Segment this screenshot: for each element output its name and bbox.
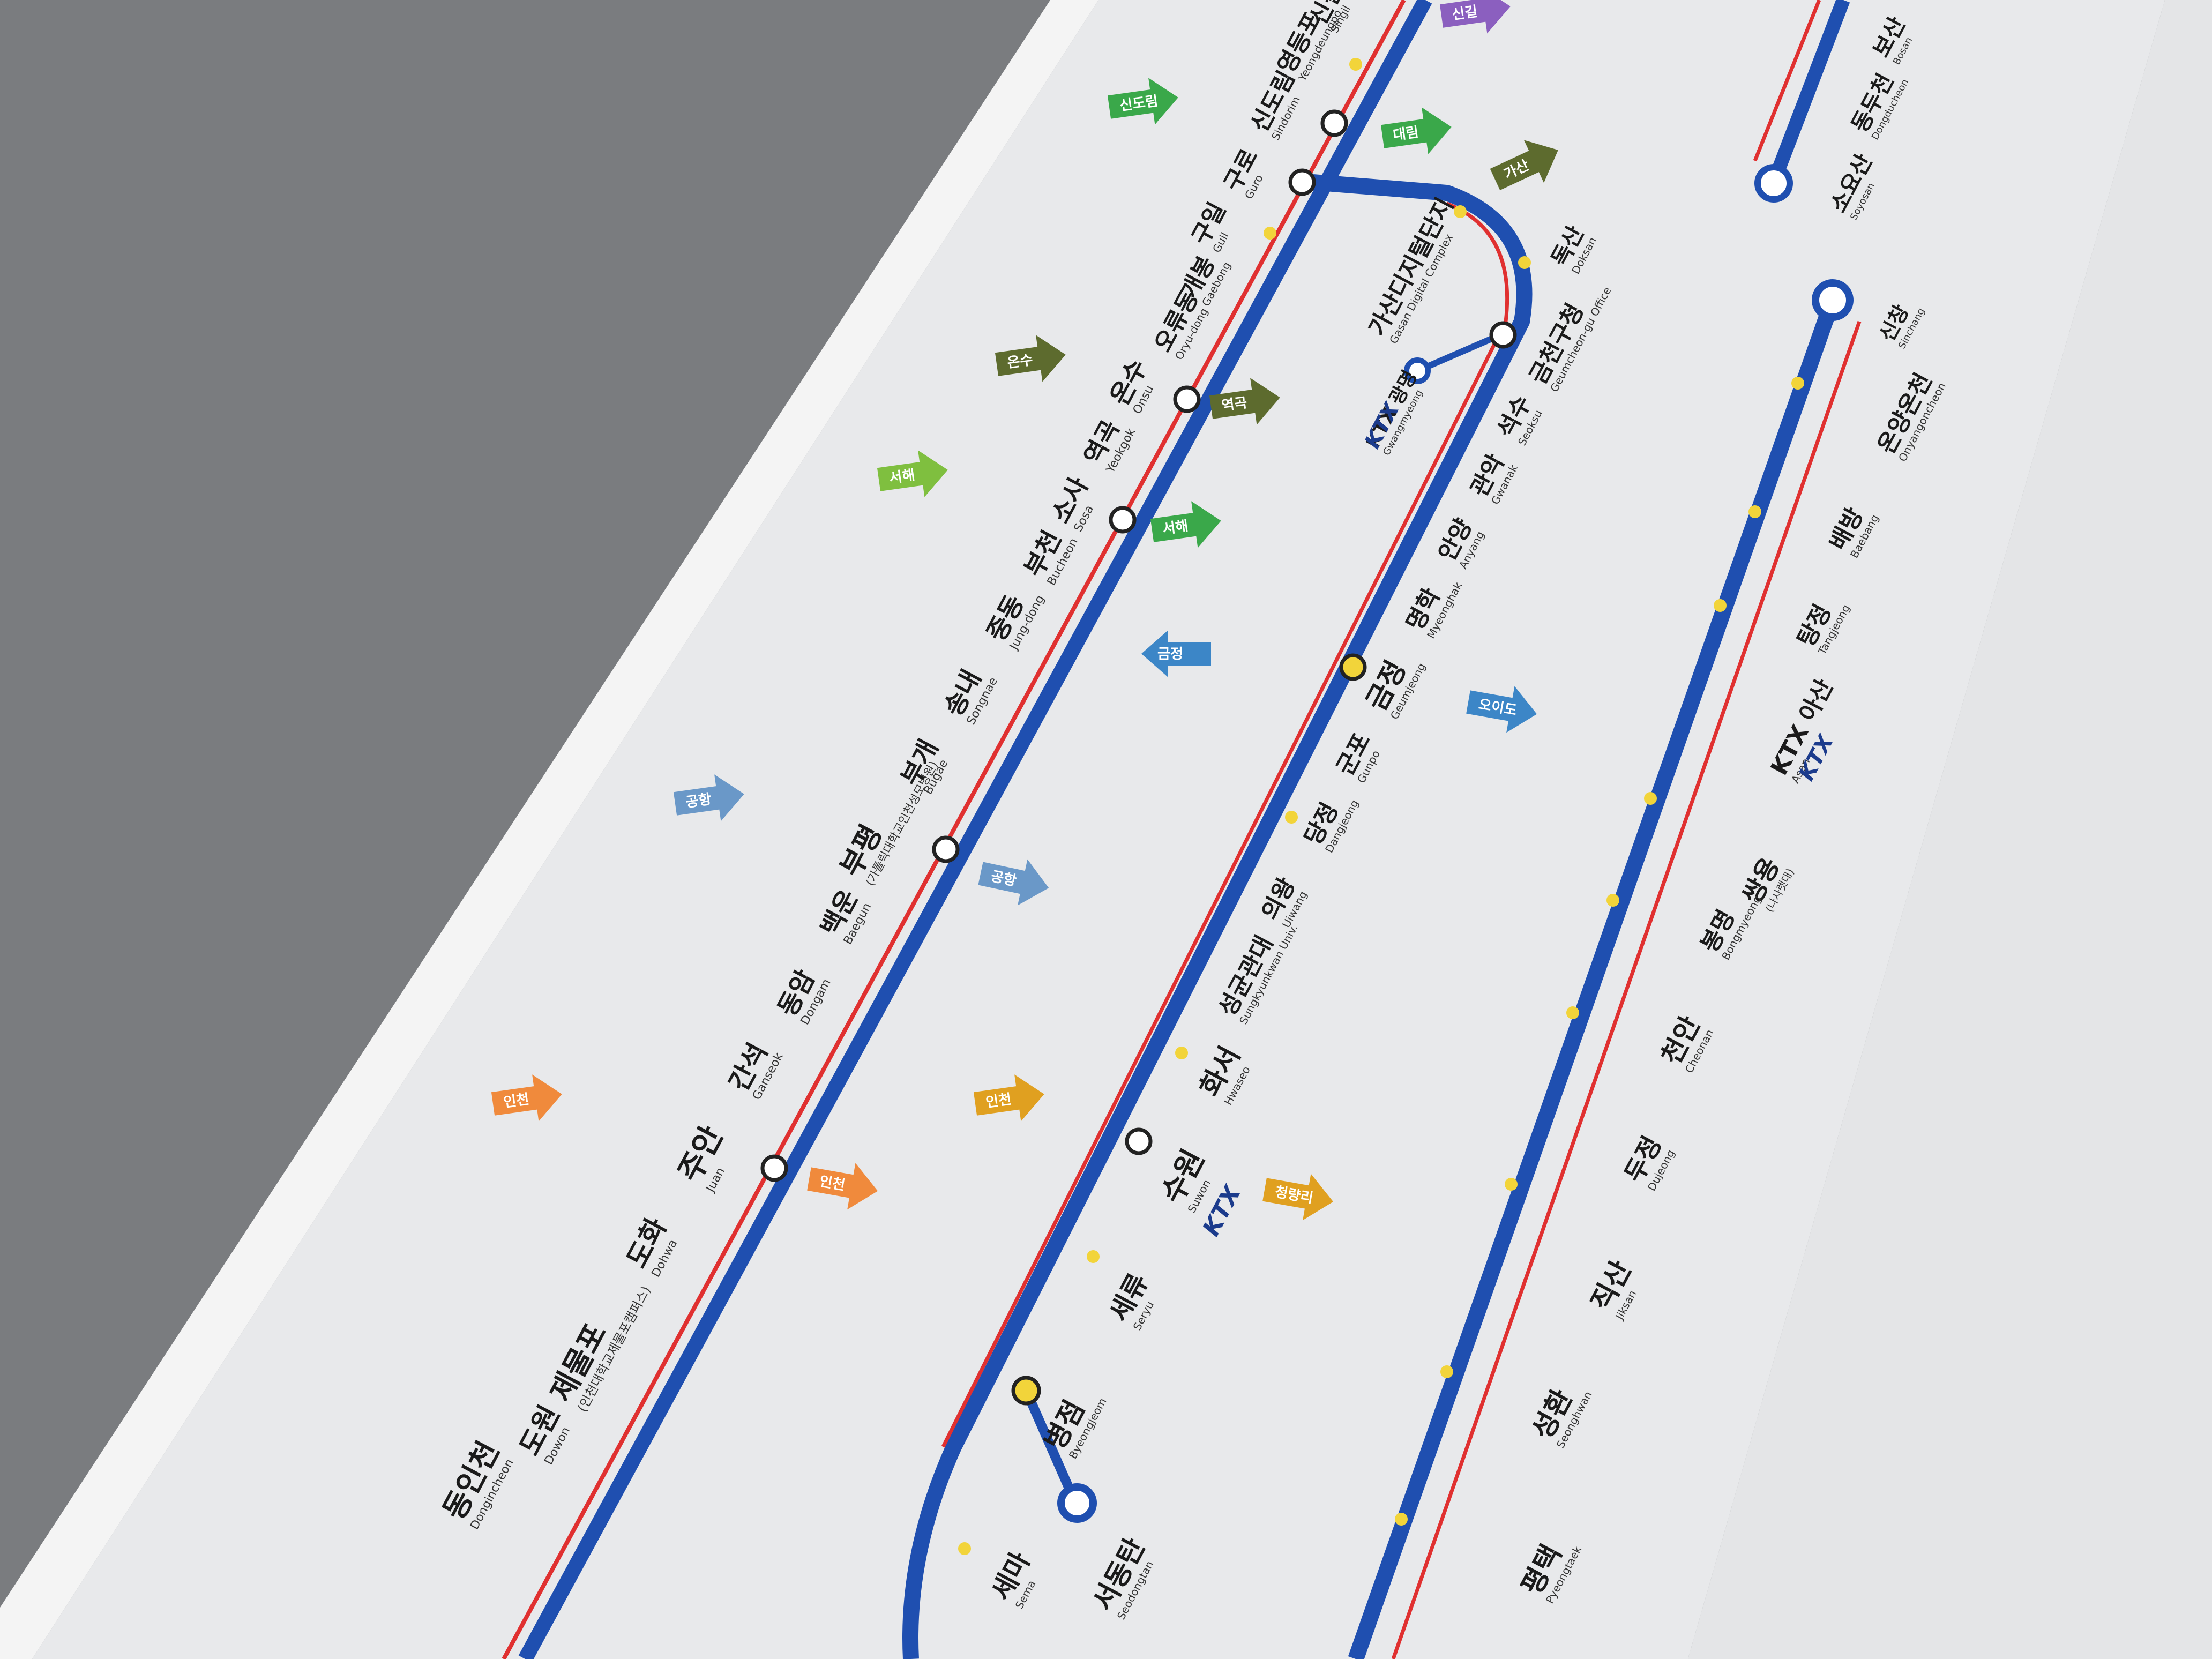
transfer-arrow-icon: 공항 (978, 859, 1049, 906)
seodongtan-spur (1021, 1388, 1079, 1503)
transfer-arrow-icon: 오이도 (1466, 686, 1537, 733)
transfer-arrow-icon: 금정 (1141, 630, 1211, 677)
transfer-arrow-icon: 청량리 (1262, 1174, 1334, 1221)
station-dot (1349, 58, 1362, 71)
transfer-arrow-icon: 인천 (807, 1163, 878, 1210)
station-dot (1606, 894, 1619, 907)
station-dot (1566, 1006, 1579, 1019)
station-dot (1264, 227, 1276, 240)
top-right-red-line (1753, 0, 1821, 162)
station-dot (1518, 256, 1531, 269)
seodongtan-terminus (1057, 1483, 1097, 1523)
station-dot (1714, 599, 1727, 612)
sinchang-terminus (1812, 279, 1854, 321)
station-byeongjeom-dot (1011, 1376, 1041, 1406)
station-dot (1087, 1250, 1100, 1263)
station-onsu-dot (1173, 385, 1201, 413)
transfer-arrow-label: 역곡 (1221, 395, 1249, 414)
station-guro-dot (1288, 168, 1316, 196)
station-dot (1454, 205, 1467, 218)
station-dot (1791, 377, 1804, 390)
middle-blue-line (902, 174, 1533, 1659)
station-dot (1395, 1513, 1408, 1526)
line-right-branch (1348, 279, 1862, 1659)
right-blue-line (1348, 297, 1841, 1659)
trim-strip (0, 0, 1098, 1659)
transfer-arrow-icon: 역곡 (1209, 378, 1280, 425)
line-left-branch (502, 0, 1432, 1659)
transfer-arrow-label: 대림 (1392, 124, 1420, 144)
transfer-arrow-label: 인천 (503, 1092, 530, 1111)
station-dot (1285, 811, 1298, 824)
transfer-arrows: 온수 서해 신도림 대림 가산 역곡 서해 금정 (491, 0, 1558, 1221)
station-geumjeong-dot (1339, 653, 1367, 681)
transfer-arrow-icon: 공항 (673, 774, 744, 821)
station-geumcheon-dot (1489, 321, 1517, 349)
transfer-arrow-icon: 서해 (877, 450, 948, 497)
right-wall (1688, 0, 2212, 1659)
transfer-arrow-label: 온수 (1006, 352, 1034, 371)
transfer-arrow-icon: 인천 (491, 1074, 562, 1122)
station-juan-dot (760, 1154, 788, 1182)
line-top-right-branch (1753, 0, 1850, 203)
station-sindorim-dot (1320, 109, 1348, 137)
transfer-arrow-icon: 대림 (1380, 107, 1452, 154)
gwangmyeong-terminus (1404, 357, 1431, 384)
top-right-blue-line (1767, 0, 1850, 185)
station-dot (1748, 505, 1761, 518)
left-blue-line (518, 0, 1432, 1659)
left-red-line (502, 0, 1406, 1659)
station-dot (1505, 1178, 1518, 1191)
map-panel (32, 0, 2165, 1659)
transfer-arrow-icon: 신길 (1439, 0, 1511, 34)
transfer-arrow-label: 인천 (985, 1092, 1013, 1111)
right-red-line (1391, 320, 1862, 1659)
transfer-arrow-icon: 신도림 (1107, 78, 1178, 125)
transfer-arrow-label: 신길 (1451, 4, 1479, 23)
gwangmyeong-spur (1418, 332, 1502, 373)
transfer-arrow-label: 서해 (1162, 518, 1190, 537)
transfer-arrow-icon: 온수 (995, 335, 1066, 382)
station-dot (1175, 1047, 1188, 1059)
station-sosa-dot (1109, 506, 1137, 534)
station-dot (1644, 792, 1657, 805)
transfer-arrow-label: 서해 (888, 467, 916, 487)
transfer-arrow-label: 공항 (685, 791, 713, 811)
transfer-arrow-icon: 인천 (973, 1074, 1044, 1122)
station-dot (958, 1542, 971, 1555)
transfer-arrow-icon: 서해 (1150, 501, 1221, 548)
station-bupyeong-dot (932, 835, 960, 863)
transfer-arrow-label: 금정 (1157, 646, 1183, 662)
regular-stations (958, 58, 1804, 1555)
soyosan-terminus (1754, 164, 1793, 203)
station-suwon-dot (1125, 1127, 1153, 1155)
station-dot (1440, 1365, 1453, 1378)
transfer-stations (760, 109, 1517, 1406)
